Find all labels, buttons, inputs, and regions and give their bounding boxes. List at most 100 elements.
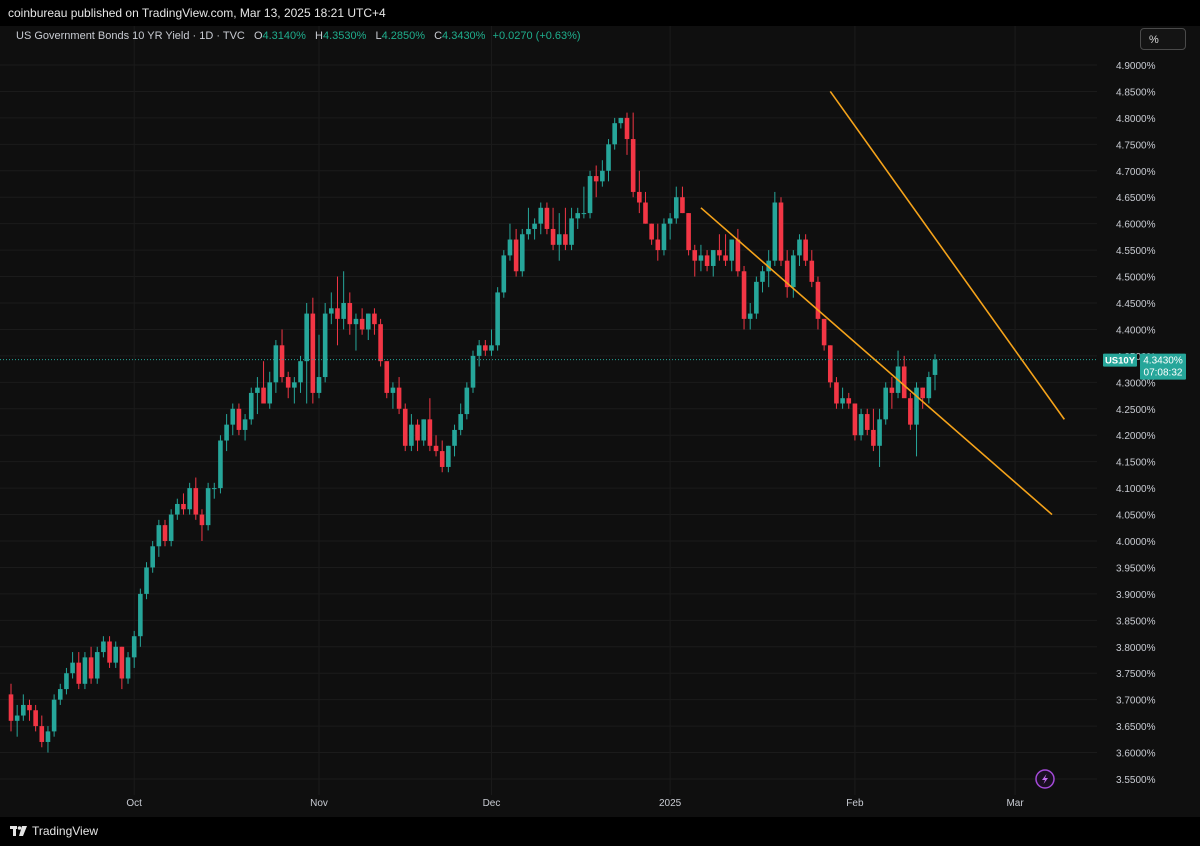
candle (175, 498, 180, 520)
candle-body (526, 228, 531, 235)
candle (563, 207, 568, 251)
y-tick-label: 3.8500% (1116, 616, 1156, 627)
y-tick-label: 4.2000% (1116, 431, 1156, 442)
y-tick-label: 4.0500% (1116, 511, 1156, 522)
candle-body (57, 689, 63, 700)
candle-body (359, 318, 365, 330)
candle (341, 271, 346, 330)
candle (600, 160, 605, 187)
high-value: 4.3530% (322, 30, 367, 42)
last-price-marker: US10Y 4.3430%07:08:32 (0, 353, 1186, 380)
candle-body (581, 213, 587, 215)
candle (199, 509, 205, 541)
candle (267, 371, 273, 409)
candle-body (162, 525, 168, 541)
y-tick-label: 4.2500% (1116, 405, 1156, 416)
candle-body (464, 387, 470, 415)
candle-body (495, 292, 500, 346)
open-value: 4.3140% (262, 30, 306, 42)
candle-body (230, 408, 236, 425)
candle (88, 646, 94, 684)
candle-body (612, 123, 617, 145)
candle (242, 414, 248, 441)
candle (784, 250, 790, 298)
candle-body (292, 382, 297, 388)
candle (661, 218, 667, 256)
candle (723, 234, 728, 266)
candle (14, 704, 20, 737)
candle (920, 387, 925, 409)
candle (538, 202, 544, 235)
candle (556, 213, 562, 261)
candle (310, 297, 316, 404)
tradingview-logo[interactable]: TradingView (10, 824, 98, 838)
candle (858, 408, 864, 441)
candle-body (51, 699, 57, 732)
candle (643, 191, 648, 224)
symbol-tag (1103, 353, 1137, 367)
y-tick-label: 3.5500% (1116, 775, 1156, 786)
candle (372, 308, 377, 335)
candle (181, 493, 186, 515)
candle-body (877, 419, 882, 446)
candle (901, 355, 907, 399)
y-tick-label: 4.7500% (1116, 140, 1156, 151)
y-tick-label: 3.9000% (1116, 590, 1156, 601)
candle-body (82, 657, 88, 684)
candle (144, 562, 149, 600)
y-tick-label: 3.7000% (1116, 696, 1156, 707)
lightning-icon[interactable] (1035, 769, 1055, 789)
candle (464, 382, 470, 420)
candle (292, 377, 297, 404)
candle-body (70, 662, 75, 674)
candle (347, 292, 353, 335)
candle (717, 234, 722, 261)
y-tick-label: 4.7000% (1116, 167, 1156, 178)
candle-body (8, 694, 14, 721)
candle-body (39, 726, 45, 742)
candle-body (889, 387, 895, 393)
candle-body (341, 303, 346, 319)
candle (791, 250, 796, 298)
footer-bar: TradingView (0, 817, 1200, 846)
candle-body (667, 218, 673, 224)
candle (279, 329, 285, 383)
candle (550, 207, 556, 251)
x-tick-label: Dec (483, 798, 501, 809)
candle-body (101, 641, 106, 653)
candle (205, 482, 211, 531)
candle-body (138, 593, 143, 637)
candle-body (606, 144, 611, 171)
candle-body (131, 636, 137, 658)
price-tag-value: 4.3430% (1143, 356, 1183, 367)
candle (877, 408, 882, 467)
candle-body (600, 170, 605, 182)
candle (39, 715, 45, 748)
y-tick-label: 4.6000% (1116, 220, 1156, 231)
candle (852, 403, 858, 441)
candle (390, 382, 396, 409)
candle-body (858, 414, 864, 436)
candle (304, 303, 309, 404)
candle-body (803, 239, 808, 261)
candles (8, 112, 938, 753)
candle-body (119, 646, 125, 679)
candle-body (680, 197, 685, 214)
candle (384, 361, 390, 399)
chart-panel[interactable] (0, 26, 1200, 817)
candle (840, 387, 845, 409)
candle-body (415, 424, 420, 441)
percent-scale-button[interactable]: % (1140, 28, 1186, 50)
candle-body (624, 117, 630, 140)
candle-body (242, 419, 248, 430)
candle-body (538, 207, 544, 224)
candle-body (476, 345, 482, 356)
candle-body (655, 239, 661, 251)
candle-body (908, 398, 913, 425)
candle (82, 652, 88, 690)
candle-body (316, 377, 322, 393)
candle-body (372, 313, 377, 325)
candle-body (64, 673, 69, 690)
candle (150, 541, 155, 573)
